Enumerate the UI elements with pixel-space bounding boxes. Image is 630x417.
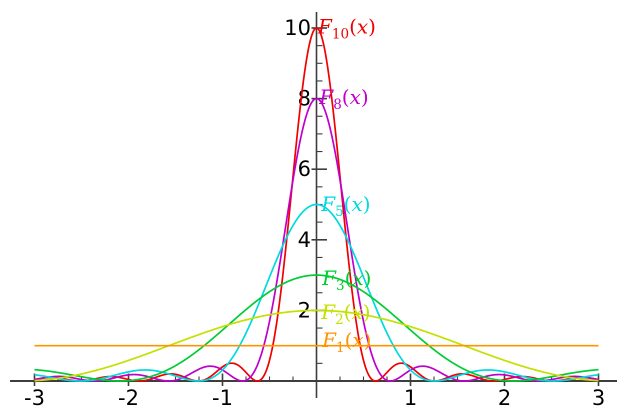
x-tick-label: 1 [404, 386, 417, 410]
x-tick-label: 3 [592, 386, 605, 410]
y-tick-label: 6 [298, 157, 311, 181]
curve-label-F_8: F8(x) [318, 85, 368, 113]
y-tick-label: 4 [298, 228, 311, 252]
curve-label-F_10: F10(x) [317, 14, 376, 42]
curve-label-F_3: F3(x) [321, 266, 371, 294]
curve-F_2 [34, 309, 599, 382]
x-tick-label: 2 [498, 386, 511, 410]
curve-label-F_2: F2(x) [320, 300, 370, 328]
x-tick-label: -1 [212, 386, 233, 410]
x-tick-label: -2 [118, 386, 139, 410]
curve-label-F_1: F1(x) [321, 328, 371, 356]
curve-F_10 [34, 27, 599, 382]
curve-F_5 [34, 203, 599, 382]
curve-F_8 [34, 97, 599, 382]
x-tick-label: -3 [24, 386, 45, 410]
curve-F_3 [34, 274, 599, 382]
curve-label-F_5: F5(x) [320, 192, 370, 220]
y-tick-label: 10 [284, 16, 311, 40]
